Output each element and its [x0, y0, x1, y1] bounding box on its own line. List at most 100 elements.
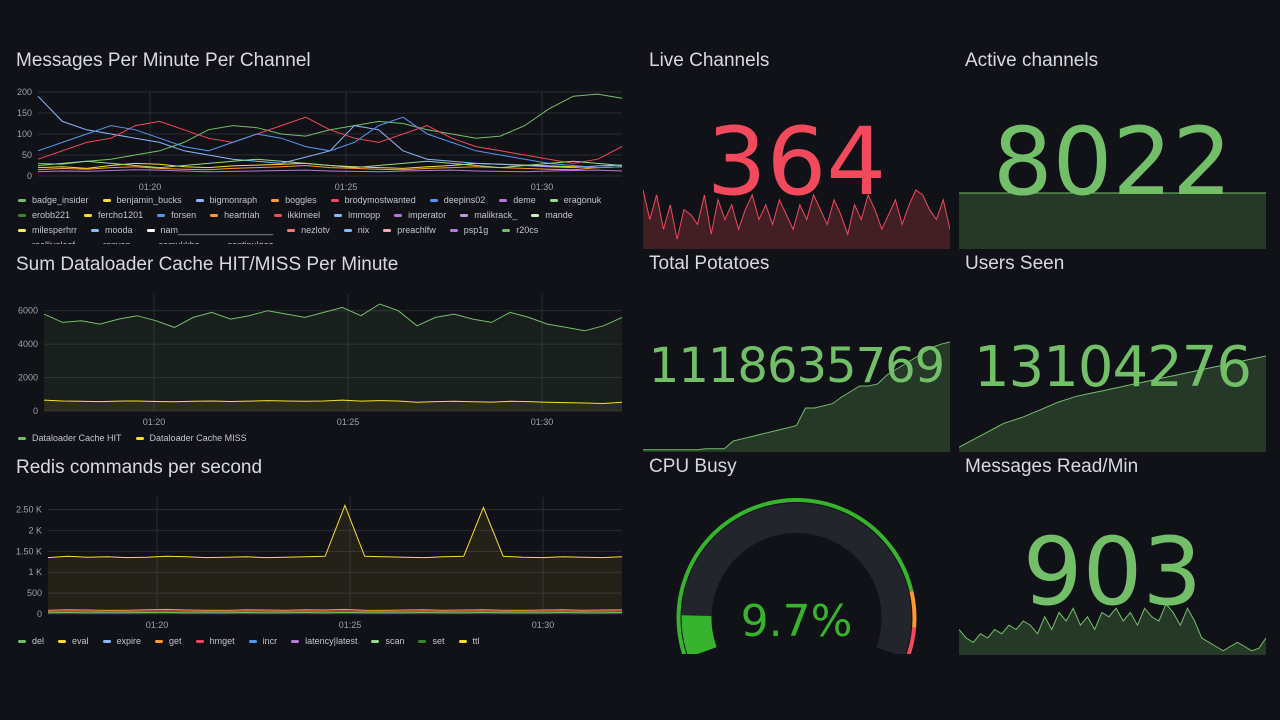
legend-item[interactable]: samukkha [144, 239, 200, 244]
legend-item[interactable]: deepins02 [429, 194, 486, 206]
legend-swatch [144, 243, 153, 244]
legend-swatch [18, 228, 26, 232]
legend-swatch [91, 228, 100, 232]
legend-item[interactable]: hmget [195, 635, 235, 647]
legend-swatch [157, 213, 166, 217]
users-seen-sparkline [959, 355, 1266, 452]
legend-label: ikkimeel [287, 210, 321, 220]
legend-item[interactable]: forsen [157, 209, 196, 221]
legend-item[interactable]: eragonuk [549, 194, 602, 206]
legend-label: eragonuk [563, 195, 602, 205]
legend-item[interactable]: imperator [394, 209, 446, 221]
legend-label: deepins02 [443, 195, 486, 205]
legend-item[interactable]: expire [102, 635, 142, 647]
legend-item[interactable]: renyan [89, 239, 131, 244]
series-line [37, 164, 623, 171]
legend-item[interactable]: benjamin_bucks [102, 194, 182, 206]
legend-item[interactable]: latency|latest [291, 635, 357, 647]
legend-item[interactable]: realliveleaf [18, 239, 75, 244]
total-potatoes-panel: Total Potatoes 1118635769 [643, 253, 950, 452]
legend-item[interactable]: santipulgaz [213, 239, 273, 244]
legend-label: incr [262, 636, 278, 646]
series-area [48, 505, 622, 614]
legend-item[interactable]: milesperhrr [18, 224, 77, 236]
legend-item[interactable]: eval [58, 635, 89, 647]
legend-item[interactable]: mande [531, 209, 573, 221]
legend-item[interactable]: ikkimeel [273, 209, 321, 221]
y-tick-label: 2000 [18, 373, 38, 383]
cpu-busy-value: 9.7% [740, 596, 853, 647]
legend-swatch [371, 639, 380, 643]
legend-item[interactable]: malikrack_ [460, 209, 517, 221]
legend-swatch [89, 243, 98, 244]
legend-swatch [330, 198, 339, 202]
legend-item[interactable]: del [18, 635, 44, 647]
y-tick-label: 1.50 K [16, 546, 42, 556]
legend-label: hmget [209, 636, 235, 646]
legend-item[interactable]: ttl [458, 635, 480, 647]
legend-label: benjamin_bucks [116, 195, 182, 205]
legend-item[interactable]: get [155, 635, 182, 647]
legend-label: r20cs [516, 225, 539, 235]
gauge-threshold-red [906, 627, 917, 654]
messages-legend: badge_insider benjamin_bucks bigmonraph bog… [18, 194, 623, 244]
legend-swatch [531, 213, 540, 217]
legend-item[interactable]: heartriah [210, 209, 260, 221]
panel-title[interactable]: Live Channels [649, 50, 770, 71]
panel-title[interactable]: Messages Per Minute Per Channel [16, 50, 311, 71]
legend-item[interactable]: deme [499, 194, 536, 206]
legend-item[interactable]: Dataloader Cache HIT [18, 432, 122, 444]
sparkline-line [959, 355, 1266, 448]
panel-title[interactable]: Messages Read/Min [965, 456, 1139, 477]
messages-chart[interactable]: 200 150 100 50 0 01:20 01:25 01:30 [10, 86, 630, 226]
legend-item[interactable]: Dataloader Cache MISS [135, 432, 247, 444]
legend-item[interactable]: fercho1201 [84, 209, 143, 221]
panel-title[interactable]: Users Seen [965, 253, 1065, 274]
legend-swatch [383, 228, 392, 232]
panel-title[interactable]: Redis commands per second [16, 457, 263, 478]
legend-swatch [394, 213, 403, 217]
legend-item[interactable]: nezlotv [287, 224, 330, 236]
legend-item[interactable]: bigmonraph [195, 194, 258, 206]
gauge-threshold-orange [909, 591, 917, 628]
legend-swatch [343, 228, 352, 232]
dataloader-chart[interactable]: 6000 4000 2000 0 01:20 01:25 01:30 [10, 288, 630, 438]
legend-label: badge_insider [32, 195, 89, 205]
legend-item[interactable]: erobb221 [18, 209, 70, 221]
legend-item[interactable]: badge_insider [18, 194, 89, 206]
legend-label: forsen [171, 210, 197, 220]
legend-item[interactable]: brodymostwanted [330, 194, 416, 206]
legend-item[interactable]: mooda [91, 224, 133, 236]
y-tick-label: 1 K [28, 567, 42, 577]
panel-title[interactable]: Sum Dataloader Cache HIT/MISS Per Minute [16, 254, 399, 275]
legend-label: mande [545, 210, 573, 220]
panel-title[interactable]: Active channels [965, 50, 1099, 71]
legend-label: bigmonraph [209, 195, 258, 205]
panel-title[interactable]: CPU Busy [649, 456, 737, 477]
legend-item[interactable]: set [418, 635, 445, 647]
legend-swatch [334, 213, 343, 217]
legend-item[interactable]: lmmopp [334, 209, 380, 221]
redis-chart[interactable]: 2.50 K 2 K 1.50 K 1 K 500 0 01:20 01:25 01:30 [10, 491, 630, 641]
users-seen-value: 13104276 [973, 335, 1252, 400]
legend-item[interactable]: scan [371, 635, 404, 647]
legend-swatch [135, 436, 144, 440]
legend-label: expire [116, 636, 142, 646]
legend-label: preachlfw [397, 225, 436, 235]
messages-read-sparkline [959, 603, 1266, 655]
legend-item[interactable]: boggles [271, 194, 317, 206]
legend-item[interactable]: incr [248, 635, 278, 647]
legend-item[interactable]: r20cs [502, 224, 538, 236]
legend-label: samukkha [159, 240, 200, 244]
legend-item[interactable]: psp1g [449, 224, 488, 236]
legend-label: heartriah [224, 210, 260, 220]
total-potatoes-value: 1118635769 [648, 338, 945, 394]
legend-swatch [248, 639, 257, 643]
legend-item[interactable]: nix [343, 224, 369, 236]
panel-title[interactable]: Total Potatoes [649, 253, 770, 274]
legend-item[interactable]: nam___________________ [146, 224, 273, 236]
active-channels-value: 8022 [992, 108, 1233, 217]
legend-swatch [291, 639, 300, 643]
legend-item[interactable]: preachlfw [383, 224, 436, 236]
legend-label: nezlotv [301, 225, 330, 235]
